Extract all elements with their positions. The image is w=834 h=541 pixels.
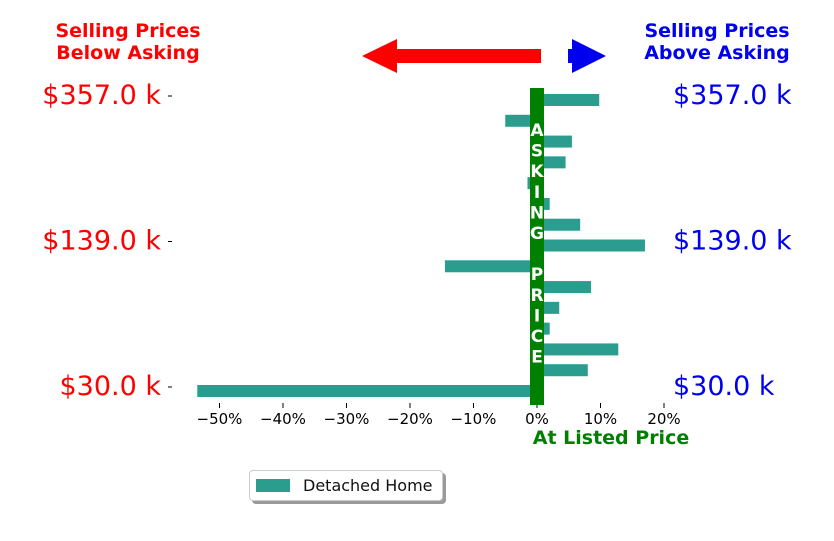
x-tick-label: −20% [387,410,433,428]
at-listed-price-label: At Listed Price [533,427,689,449]
y-label-left: $139.0 k [42,226,161,257]
asking-price-letter: N [530,203,544,223]
bar [537,343,619,356]
bar [537,364,588,377]
asking-price-letter: C [531,327,543,347]
x-tick-label: −10% [451,410,497,428]
asking-price-letter: S [531,142,543,162]
asking-price-letter: A [530,121,544,141]
asking-price-letter: E [531,348,543,368]
asking-price-letter: I [534,306,540,326]
y-label-right: $30.0 k [673,371,775,402]
asking-price-letter: I [534,183,540,203]
asking-price-letter: R [530,286,543,306]
x-tick-label: −40% [260,410,306,428]
x-tick-label: −30% [324,410,370,428]
right-arrow-icon [568,39,606,73]
bar [444,260,537,273]
bar [537,281,591,294]
y-axis-labels: $357.0 k $357.0 k $139.0 k $139.0 k $30.0 k $… [42,80,792,402]
legend-label: Detached Home [303,476,433,495]
x-tick-label: 20% [647,410,680,428]
y-label-right: $139.0 k [673,226,792,257]
asking-price-letter: G [530,224,544,244]
x-tick-label: 0% [525,410,549,428]
legend-swatch [256,479,290,492]
asking-price-letter: K [530,162,544,182]
y-label-left: $357.0 k [42,80,161,111]
bar [197,385,537,397]
asking-price-letter: P [531,265,543,285]
x-axis: −50% −40% −30% −20% −10% 0% 10% 20% [197,403,681,428]
y-label-left: $30.0 k [59,371,161,402]
bar-series [197,94,645,397]
legend: Detached Home [249,470,443,501]
bar [537,239,645,252]
x-tick-label: −50% [197,410,243,428]
y-label-right: $357.0 k [673,80,792,111]
direction-arrows [362,39,606,73]
bar [537,218,581,231]
below-asking-label: Selling Prices Below Asking [55,20,201,64]
left-arrow-icon [362,39,541,73]
bar [537,135,572,148]
asking-price-bar [530,88,544,405]
x-tick-label: 10% [584,410,617,428]
bar [537,94,600,106]
bar [537,156,566,169]
above-asking-label: Selling Prices Above Asking [644,20,790,64]
bar [505,114,537,127]
